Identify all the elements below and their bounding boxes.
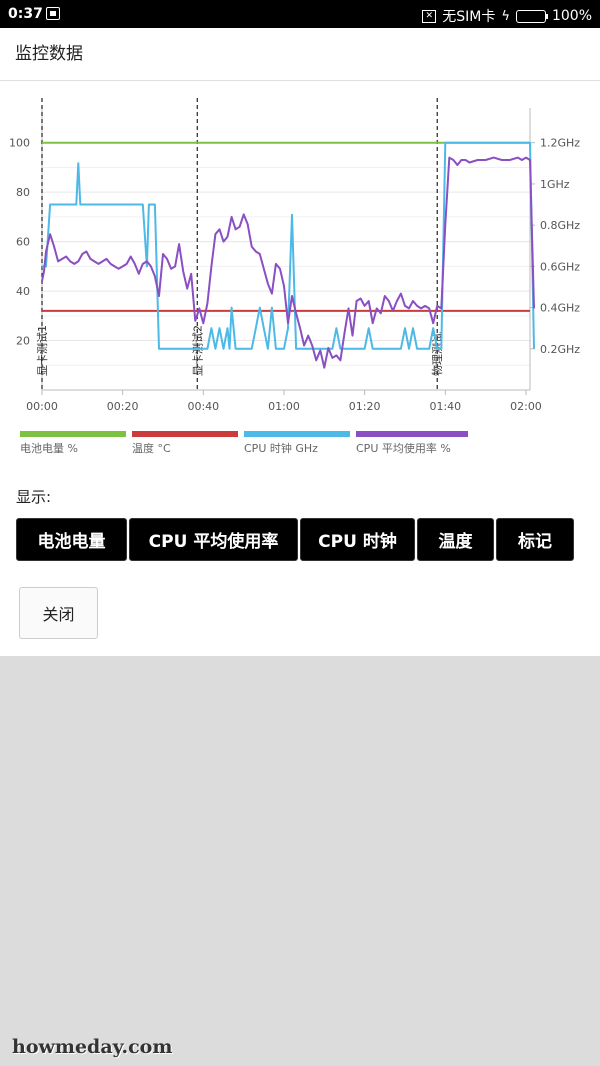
y-left-tick-label: 20: [16, 335, 30, 348]
legend-battery-swatch: [20, 431, 126, 437]
marker-label: 显卡测试1: [36, 325, 49, 376]
legend-temperature: 温度 °C: [132, 431, 238, 456]
sim-icon: ✕: [422, 9, 437, 23]
battery-percent: 100%: [551, 8, 592, 24]
watermark: howmeday.com: [12, 1036, 173, 1058]
toggle-temperature-button[interactable]: 温度: [417, 518, 494, 561]
series-line-3: [41, 156, 535, 369]
series-line-2: [42, 141, 535, 350]
chart-svg: 20 40 60 80 100 0.2GHz 0.4GHz 0.6GHz 0.8GHz 1GHz 1…: [9, 98, 580, 413]
y-left-tick-label: 100: [9, 137, 30, 150]
page-title: 监控数据: [0, 28, 600, 81]
sim-status: 无SIM卡: [442, 9, 496, 25]
status-time: 0:37: [8, 6, 43, 22]
toggle-cpu-clock-button[interactable]: CPU 时钟: [300, 518, 415, 561]
legend-temperature-label: 温度 °C: [132, 442, 171, 455]
legend-battery-label: 电池电量 %: [20, 442, 78, 455]
notification-icon: [46, 7, 60, 20]
y-right-tick-label: 1GHz: [540, 178, 570, 191]
legend-cpu-usage-swatch: [356, 431, 468, 437]
y-right-tick-label: 0.4GHz: [540, 302, 580, 315]
legend-temperature-swatch: [132, 431, 238, 437]
show-label: 显示:: [16, 488, 52, 506]
legend-cpu-clock-label: CPU 时钟 GHz: [244, 442, 318, 455]
toggle-markers-button[interactable]: 标记: [496, 518, 574, 561]
chart-legend: 电池电量 % 温度 °C CPU 时钟 GHz CPU 平均使用率 %: [20, 431, 580, 459]
x-tick-label: 01:20: [349, 400, 381, 413]
toggle-cpu-usage-button[interactable]: CPU 平均使用率: [129, 518, 298, 561]
x-tick-label: 00:40: [187, 400, 219, 413]
monitor-chart: 20 40 60 80 100 0.2GHz 0.4GHz 0.6GHz 0.8GHz 1GHz 1…: [0, 88, 600, 428]
y-right-tick-label: 0.8GHz: [540, 219, 580, 232]
y-left-tick-label: 80: [16, 186, 30, 199]
x-tick-label: 02:00: [510, 400, 542, 413]
close-button[interactable]: 关闭: [19, 587, 98, 639]
x-tick-label: 00:20: [107, 400, 139, 413]
charging-icon: ϟ: [501, 8, 510, 24]
y-right-tick-label: 0.2GHz: [540, 343, 580, 356]
legend-cpu-clock-swatch: [244, 431, 350, 437]
x-tick-label: 01:40: [429, 400, 461, 413]
x-tick-label: 01:00: [268, 400, 300, 413]
legend-cpu-usage-label: CPU 平均使用率 %: [356, 442, 451, 455]
toggle-battery-button[interactable]: 电池电量: [16, 518, 127, 561]
y-left-tick-label: 60: [16, 236, 30, 249]
legend-cpu-clock: CPU 时钟 GHz: [244, 431, 350, 456]
monitor-panel: 监控数据 20 40 60 80 100 0.2GHz 0.4GHz 0.6GHz 0.8GHz…: [0, 28, 600, 656]
legend-battery: 电池电量 %: [20, 431, 126, 456]
y-left-tick-label: 40: [16, 285, 30, 298]
battery-icon: [515, 9, 548, 23]
status-bar: 0:37 ✕ 无SIM卡 ϟ 100%: [0, 0, 600, 28]
y-right-tick-label: 1.2GHz: [540, 137, 580, 150]
legend-cpu-usage: CPU 平均使用率 %: [356, 431, 468, 456]
x-tick-label: 00:00: [26, 400, 58, 413]
marker-label: 显卡测试2: [191, 325, 204, 376]
y-right-tick-label: 0.6GHz: [540, 260, 580, 273]
